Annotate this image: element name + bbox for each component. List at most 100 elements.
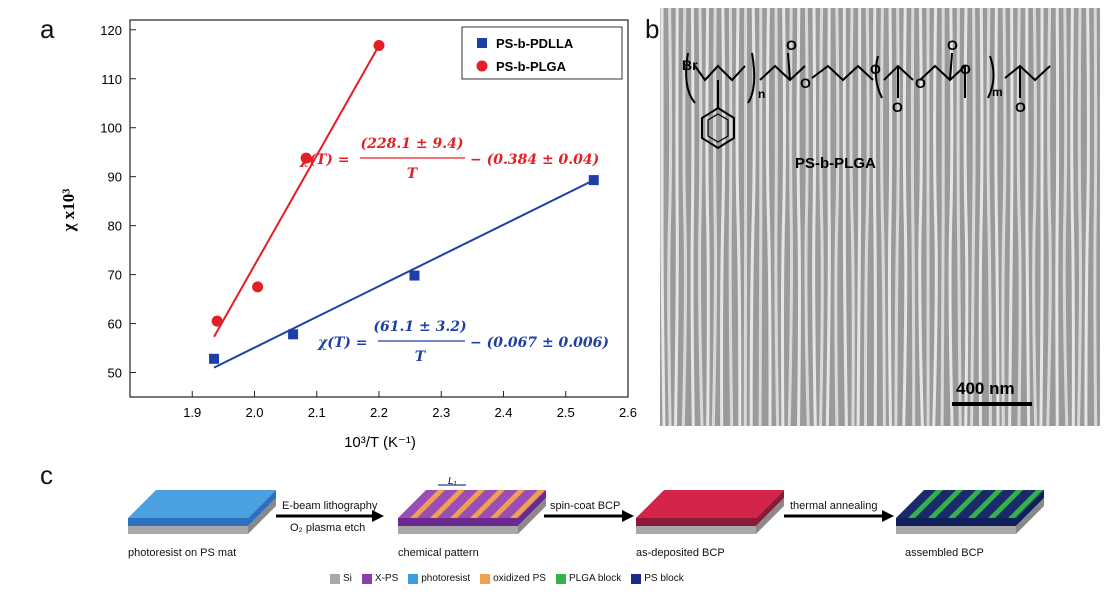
arrow-label-plasma: O₂ plasma etch xyxy=(290,522,366,534)
red-fit-equation: χ(T) = (228.1 ± 9.4) T − (0.384 ± 0.04) xyxy=(299,136,599,182)
svg-text:− (0.067 ± 0.006): − (0.067 ± 0.006) xyxy=(470,335,609,351)
svg-text:(228.1 ± 9.4): (228.1 ± 9.4) xyxy=(361,136,464,152)
data-point-square xyxy=(588,175,599,186)
y-tick-label: 80 xyxy=(108,219,122,234)
lamella-stripe xyxy=(825,8,831,426)
slab-side-2 xyxy=(756,490,784,526)
y-tick-label: 70 xyxy=(108,268,122,283)
pattern-stripe xyxy=(510,490,545,518)
key-item-photoresist: photoresist xyxy=(408,573,470,584)
atom-o-6: O xyxy=(947,37,958,53)
panel-label-a: a xyxy=(40,14,55,44)
slab-layer-3 xyxy=(896,518,1016,526)
svg-text:(61.1 ± 3.2): (61.1 ± 3.2) xyxy=(373,319,466,335)
scale-bar-label: 400 nm xyxy=(956,379,1015,398)
blue-fit-equation: χ(T) = (61.1 ± 3.2) T − (0.067 ± 0.006) xyxy=(317,319,609,365)
step-caption-2: chemical pattern xyxy=(398,547,479,559)
legend-label-plga: PS-b-PLGA xyxy=(496,59,567,74)
slab-si-0 xyxy=(128,526,248,534)
pattern-stripe xyxy=(430,490,465,518)
lamella-stripe xyxy=(705,8,710,426)
pattern-stripe xyxy=(470,490,505,518)
lamella-stripe xyxy=(787,8,794,426)
atom-o-5: O xyxy=(915,75,926,91)
data-point-circle xyxy=(373,39,385,51)
lamella-stripe xyxy=(1008,8,1014,426)
x-tick-label: 2.6 xyxy=(619,405,637,420)
x-axis-label: 10³/T (K⁻¹) xyxy=(344,434,416,451)
svg-text:χ(T) =: χ(T) = xyxy=(299,152,349,168)
lamella-stripe xyxy=(834,8,840,426)
lamella-stripe xyxy=(774,8,780,426)
x-tick-label: 1.9 xyxy=(183,405,201,420)
y-tick-label: 90 xyxy=(108,170,122,185)
slab-layer-2 xyxy=(636,518,756,526)
lamella-stripe xyxy=(780,8,786,426)
lamella-stripe xyxy=(887,8,893,426)
data-point-circle xyxy=(211,315,223,327)
pattern-stripe xyxy=(988,490,1023,518)
svg-text:T: T xyxy=(407,166,419,182)
plga-chemical-structure xyxy=(685,52,1051,150)
y-axis-label: χ x10³ xyxy=(59,189,78,233)
slab-si-side-3 xyxy=(1016,498,1044,534)
svg-text:T: T xyxy=(415,349,427,365)
y-tick-label: 50 xyxy=(108,366,122,381)
lamella-stripe xyxy=(940,8,945,426)
slab-top-0 xyxy=(128,490,276,518)
lamella-stripe xyxy=(674,8,679,426)
pattern-stripe xyxy=(908,490,943,518)
step-caption-4: assembled BCP xyxy=(905,547,984,559)
repeat-m: m xyxy=(992,85,1003,99)
lamella-stripe xyxy=(986,8,992,426)
y-tick-label: 120 xyxy=(100,23,122,38)
lamella-stripe xyxy=(872,8,877,426)
lamella-stripe xyxy=(978,8,984,426)
repeat-n: n xyxy=(758,87,765,101)
lamella-stripe xyxy=(765,8,772,426)
slab-side-3 xyxy=(1016,490,1044,526)
x-tick-label: 2.0 xyxy=(245,405,263,420)
key-item-si: Si xyxy=(330,573,352,584)
fit-lines xyxy=(213,44,595,369)
data-point-square xyxy=(409,270,420,281)
atom-br: Br xyxy=(682,57,698,73)
period-label: L₁ xyxy=(448,476,457,487)
x-tick-label: 2.3 xyxy=(432,405,450,420)
atom-o-4: O xyxy=(892,99,903,115)
lamella-stripe xyxy=(720,8,726,426)
lamella-stripe xyxy=(1070,8,1075,426)
svg-text:− (0.384 ± 0.04): − (0.384 ± 0.04) xyxy=(470,152,599,168)
key-item-ps-block: PS block xyxy=(631,573,684,584)
legend-circle-marker xyxy=(476,60,488,72)
data-points xyxy=(209,39,599,364)
lamella-stripe xyxy=(880,8,886,426)
lamella-stripe xyxy=(1025,8,1031,426)
lamella-stripe xyxy=(1062,8,1069,426)
lamella-stripe xyxy=(970,8,976,426)
slab-side-0 xyxy=(248,490,276,526)
axis-ticks: 1.9 2.0 2.1 2.2 2.3 2.4 2.5 2.6 50 60 70 80 90 100 110… xyxy=(100,23,637,420)
lamella-stripe xyxy=(932,8,938,426)
svg-text:χ(T) =: χ(T) = xyxy=(317,335,367,351)
lamella-stripe xyxy=(849,8,855,426)
lamella-stripe xyxy=(1001,8,1007,426)
chi-vs-temperature-chart: 1.9 2.0 2.1 2.2 2.3 2.4 2.5 2.6 50 60 70 80 90 100 110… xyxy=(59,19,637,451)
lamella-stripe xyxy=(1046,8,1052,426)
pattern-stripe xyxy=(968,490,1003,518)
lamella-stripe xyxy=(1032,8,1038,426)
polymer-label: PS-b-PLGA xyxy=(795,155,876,172)
pattern-stripe xyxy=(490,490,525,518)
panel-label-b: b xyxy=(645,14,660,44)
slab-side-1 xyxy=(518,490,546,526)
x-tick-label: 2.2 xyxy=(370,405,388,420)
data-point-square xyxy=(288,329,299,340)
x-tick-label: 2.5 xyxy=(557,405,575,420)
lamella-stripe xyxy=(819,8,824,426)
legend: PS-b-PDLLA PS-b-PLGA xyxy=(461,26,623,80)
lamella-stripe xyxy=(667,8,673,426)
y-tick-label: 110 xyxy=(101,72,122,87)
pattern-stripe xyxy=(450,490,485,518)
pattern-stripe xyxy=(410,490,445,518)
step-caption-3: as-deposited BCP xyxy=(636,547,725,559)
